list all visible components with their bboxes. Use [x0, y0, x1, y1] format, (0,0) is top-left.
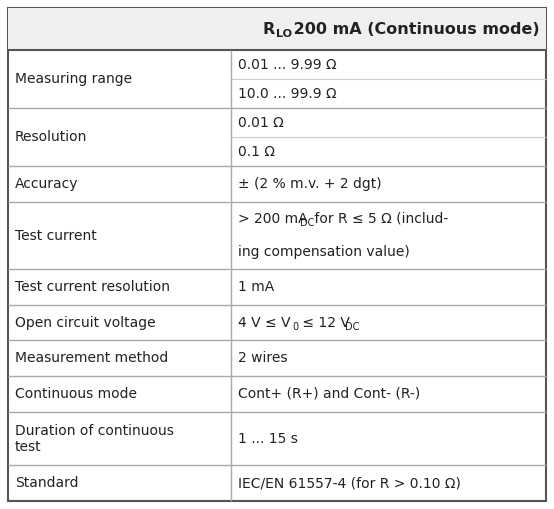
Text: Open circuit voltage: Open circuit voltage — [15, 316, 156, 329]
Text: 2 wires: 2 wires — [238, 351, 288, 365]
Text: 0.1 Ω: 0.1 Ω — [238, 145, 275, 159]
Text: 10.0 ... 99.9 Ω: 10.0 ... 99.9 Ω — [238, 87, 337, 101]
Text: 0: 0 — [293, 322, 299, 331]
Text: 200 mA (Continuous mode): 200 mA (Continuous mode) — [288, 22, 540, 37]
Text: DC: DC — [345, 322, 360, 331]
Text: Measuring range: Measuring range — [15, 72, 132, 87]
Text: Test current: Test current — [15, 229, 97, 242]
Text: Test current resolution: Test current resolution — [15, 280, 170, 294]
Text: test: test — [15, 440, 42, 454]
Text: R: R — [263, 22, 275, 37]
Text: IEC/EN 61557-4 (for R > 0.10 Ω): IEC/EN 61557-4 (for R > 0.10 Ω) — [238, 476, 461, 490]
Text: 1 mA: 1 mA — [238, 280, 275, 294]
Text: ≤ 12 V: ≤ 12 V — [298, 316, 350, 329]
Bar — [8, 8, 546, 50]
Text: Measurement method: Measurement method — [15, 351, 168, 365]
Text: 0.01 Ω: 0.01 Ω — [238, 116, 284, 130]
Text: Resolution: Resolution — [15, 130, 88, 145]
Text: ± (2 % m.v. + 2 dgt): ± (2 % m.v. + 2 dgt) — [238, 177, 382, 191]
Text: ing compensation value): ing compensation value) — [238, 245, 410, 259]
Text: LO: LO — [276, 29, 292, 39]
Text: Duration of continuous: Duration of continuous — [15, 423, 174, 438]
Text: Standard: Standard — [15, 476, 79, 490]
Text: 0.01 ... 9.99 Ω: 0.01 ... 9.99 Ω — [238, 58, 337, 72]
Text: Cont+ (R+) and Cont- (R-): Cont+ (R+) and Cont- (R-) — [238, 387, 420, 401]
Text: DC: DC — [300, 218, 315, 228]
Text: Continuous mode: Continuous mode — [15, 387, 137, 401]
Text: 4 V ≤ V: 4 V ≤ V — [238, 316, 291, 329]
Text: Accuracy: Accuracy — [15, 177, 79, 191]
Text: 1 ... 15 s: 1 ... 15 s — [238, 432, 298, 445]
Text: for R ≤ 5 Ω (includ-: for R ≤ 5 Ω (includ- — [310, 212, 449, 226]
Text: > 200 mA: > 200 mA — [238, 212, 308, 226]
